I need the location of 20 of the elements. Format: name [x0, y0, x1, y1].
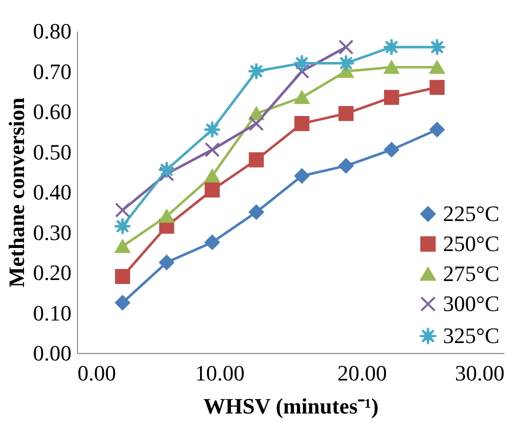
y-tick-label: 0.40 — [33, 180, 72, 204]
y-tick-label: 0.30 — [33, 220, 72, 245]
legend-label: 250°C — [443, 231, 500, 256]
legend-label: 225°C — [443, 201, 500, 226]
x-axis-title: WHSV (minutes⁻¹) — [203, 394, 379, 418]
y-tick-label: 0.10 — [33, 300, 72, 326]
y-axis-title: Methane conversion — [4, 97, 29, 288]
legend-label: 300°C — [443, 291, 500, 316]
x-tick-label: 0.00 — [78, 360, 116, 386]
y-tick-label: 0.70 — [33, 58, 72, 84]
y-tick-label: 0.20 — [33, 260, 72, 285]
y-tick-label: 0.50 — [33, 139, 72, 164]
x-tick-label: 10.00 — [195, 360, 245, 386]
x-tick-label: 20.00 — [337, 360, 387, 386]
y-tick-label: 0.60 — [33, 99, 72, 124]
y-tick-label: 0.00 — [33, 340, 72, 366]
legend-label: 275°C — [443, 261, 500, 286]
legend-label: 325°C — [443, 323, 500, 348]
x-tick-label: 30.00 — [455, 360, 504, 386]
y-tick-label: 0.80 — [33, 18, 72, 44]
